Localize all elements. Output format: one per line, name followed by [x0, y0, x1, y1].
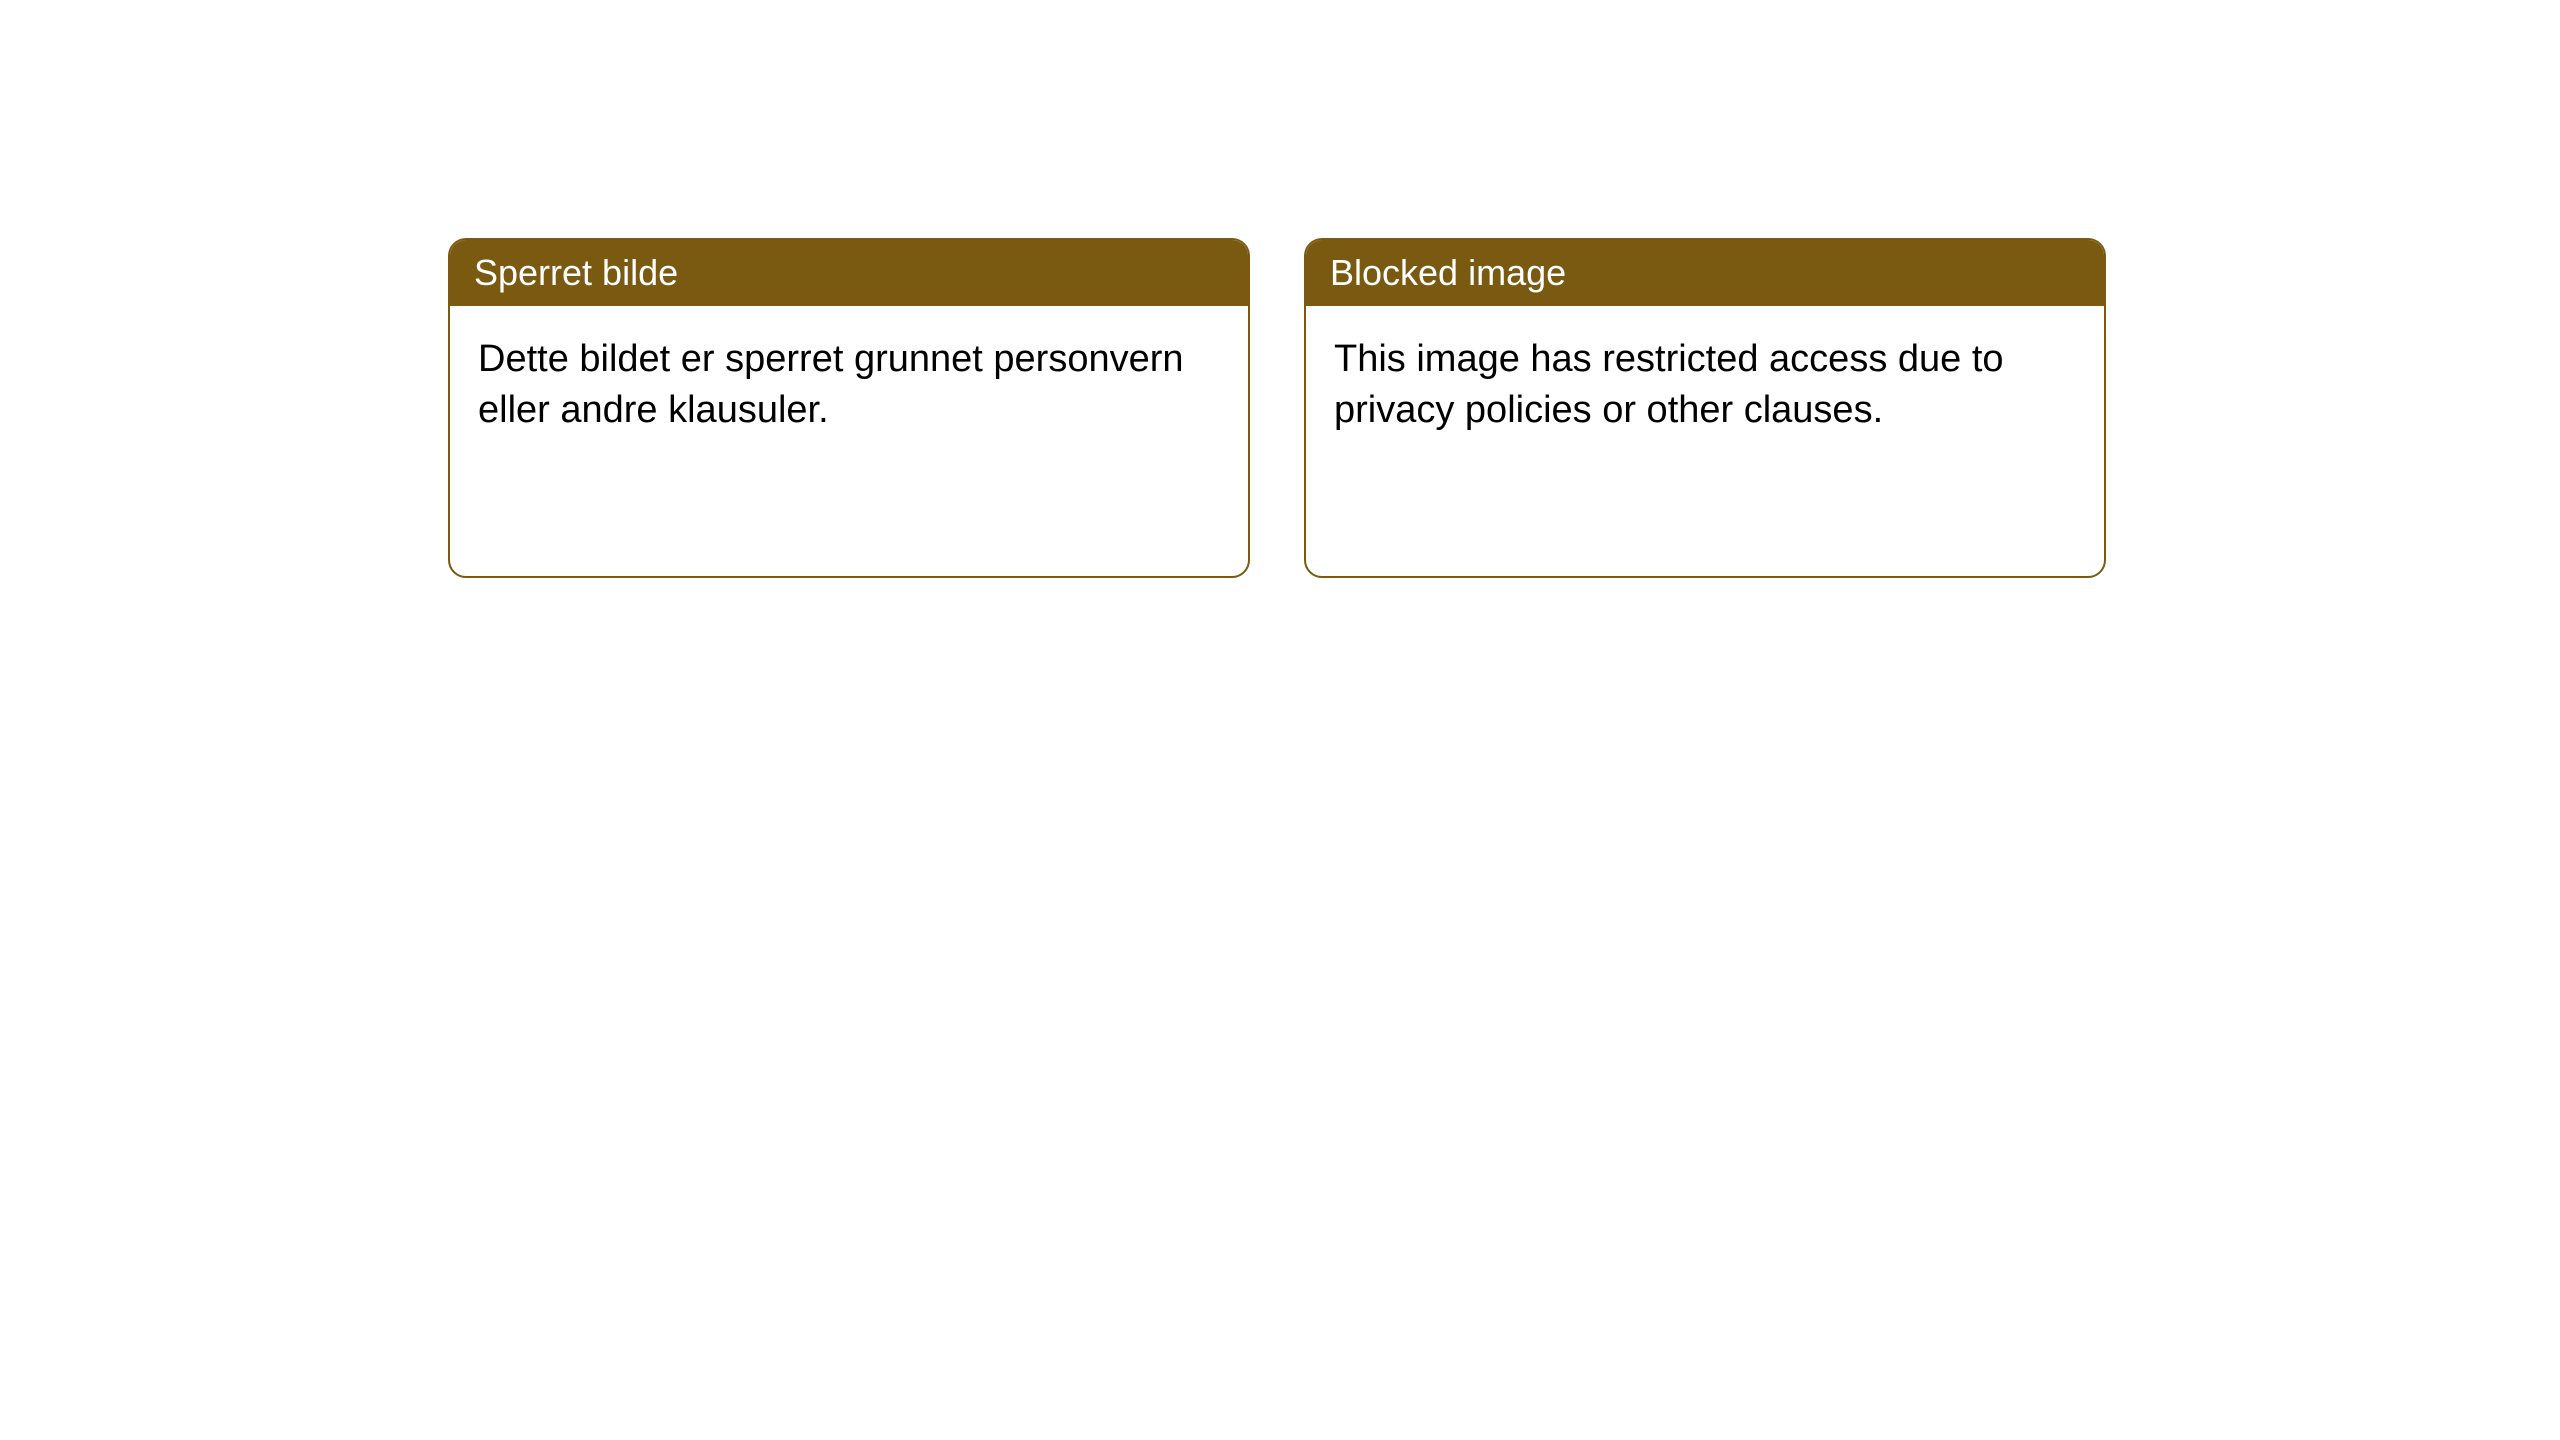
notice-title: Sperret bilde — [474, 252, 678, 293]
notice-box-norwegian: Sperret bilde Dette bildet er sperret gr… — [448, 238, 1250, 578]
notice-container: Sperret bilde Dette bildet er sperret gr… — [448, 238, 2106, 578]
notice-body-text: This image has restricted access due to … — [1334, 338, 2004, 431]
notice-body-text: Dette bildet er sperret grunnet personve… — [478, 338, 1184, 431]
notice-body: Dette bildet er sperret grunnet personve… — [450, 306, 1248, 465]
notice-body: This image has restricted access due to … — [1306, 306, 2104, 465]
notice-box-english: Blocked image This image has restricted … — [1304, 238, 2106, 578]
notice-header: Sperret bilde — [450, 240, 1248, 306]
notice-title: Blocked image — [1330, 252, 1566, 293]
notice-header: Blocked image — [1306, 240, 2104, 306]
